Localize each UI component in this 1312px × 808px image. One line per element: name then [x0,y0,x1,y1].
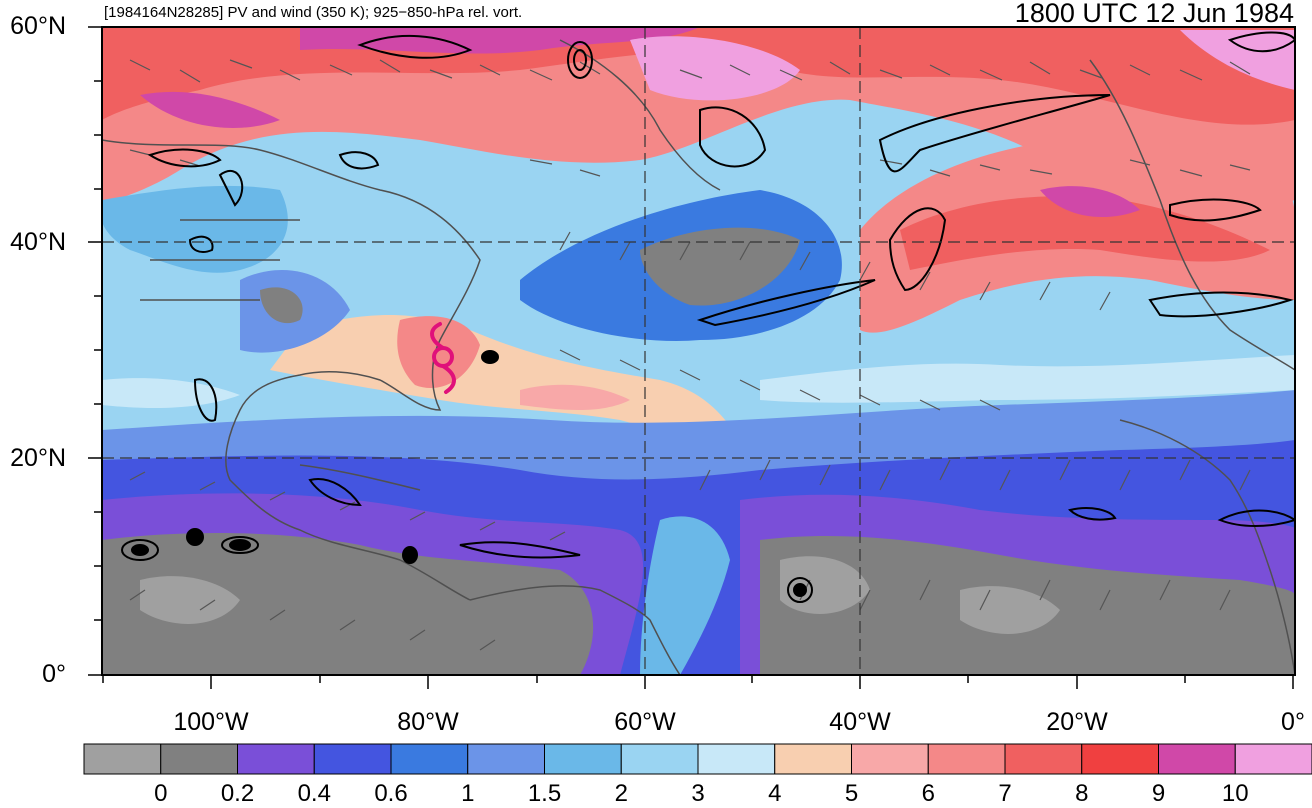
colorbar-label: 0 [154,780,168,807]
colorbar-label: 8 [1075,780,1089,807]
colorbar-swatch [620,743,699,775]
colorbar-swatch [927,743,1006,775]
colorbar-label: 0.6 [374,780,408,807]
colorbar-label: 4 [768,780,782,807]
lon-label-20w: 20°W [1046,708,1108,736]
colorbar-label: 0.2 [220,780,255,807]
colorbar-swatch [83,743,162,775]
lat-label-0: 0° [42,660,66,688]
lon-label-80w: 80°W [397,708,459,736]
colorbar-label: 2 [614,780,628,807]
storm-symbol [430,322,456,394]
colorbar-swatch [237,743,315,775]
lat-label-40n: 40°N [10,228,66,256]
colorbar-label: 0.4 [297,780,331,807]
right-title: 1800 UTC 12 Jun 1984 [1014,0,1294,28]
colorbar-label: 6 [921,780,935,807]
lat-label-60n: 60°N [10,12,66,40]
lon-label-40w: 40°W [829,708,891,736]
lon-label-0: 0° [1281,708,1305,736]
colorbar-swatch [774,743,852,775]
colorbar-swatch [697,743,776,775]
colorbar-label: 10 [1221,780,1249,807]
colorbar-swatch [851,743,929,775]
colorbar-label: 3 [691,780,705,807]
colorbar-swatch [1081,743,1159,775]
colorbar-swatch [313,743,392,775]
colorbar-label: 1 [461,780,475,807]
pv-field [102,27,1295,675]
colorbar-swatch [467,743,545,775]
graticule [102,27,1295,675]
colorbar-label: 9 [1151,780,1166,807]
map-frame [101,26,1296,676]
vorticity-contours [121,31,1295,603]
colorbar-swatch [160,743,238,775]
colorbar-label: 5 [844,780,859,807]
lon-label-100w: 100°W [173,708,249,736]
colorbar-label: 1.5 [527,780,562,807]
axis-ticks [88,26,1294,689]
colorbar [83,743,1312,775]
colorbar-swatch [544,743,622,775]
colorbar-swatch [1158,743,1236,775]
colorbar-swatch [390,743,469,775]
colorbar-swatch [1004,743,1083,775]
lat-label-20n: 20°N [10,444,66,472]
colorbar-label: 7 [998,780,1012,807]
colorbar-swatch [1234,743,1312,775]
lon-label-60w: 60°W [614,708,676,736]
left-title: [1984164N28285] PV and wind (350 K); 925… [104,4,523,21]
